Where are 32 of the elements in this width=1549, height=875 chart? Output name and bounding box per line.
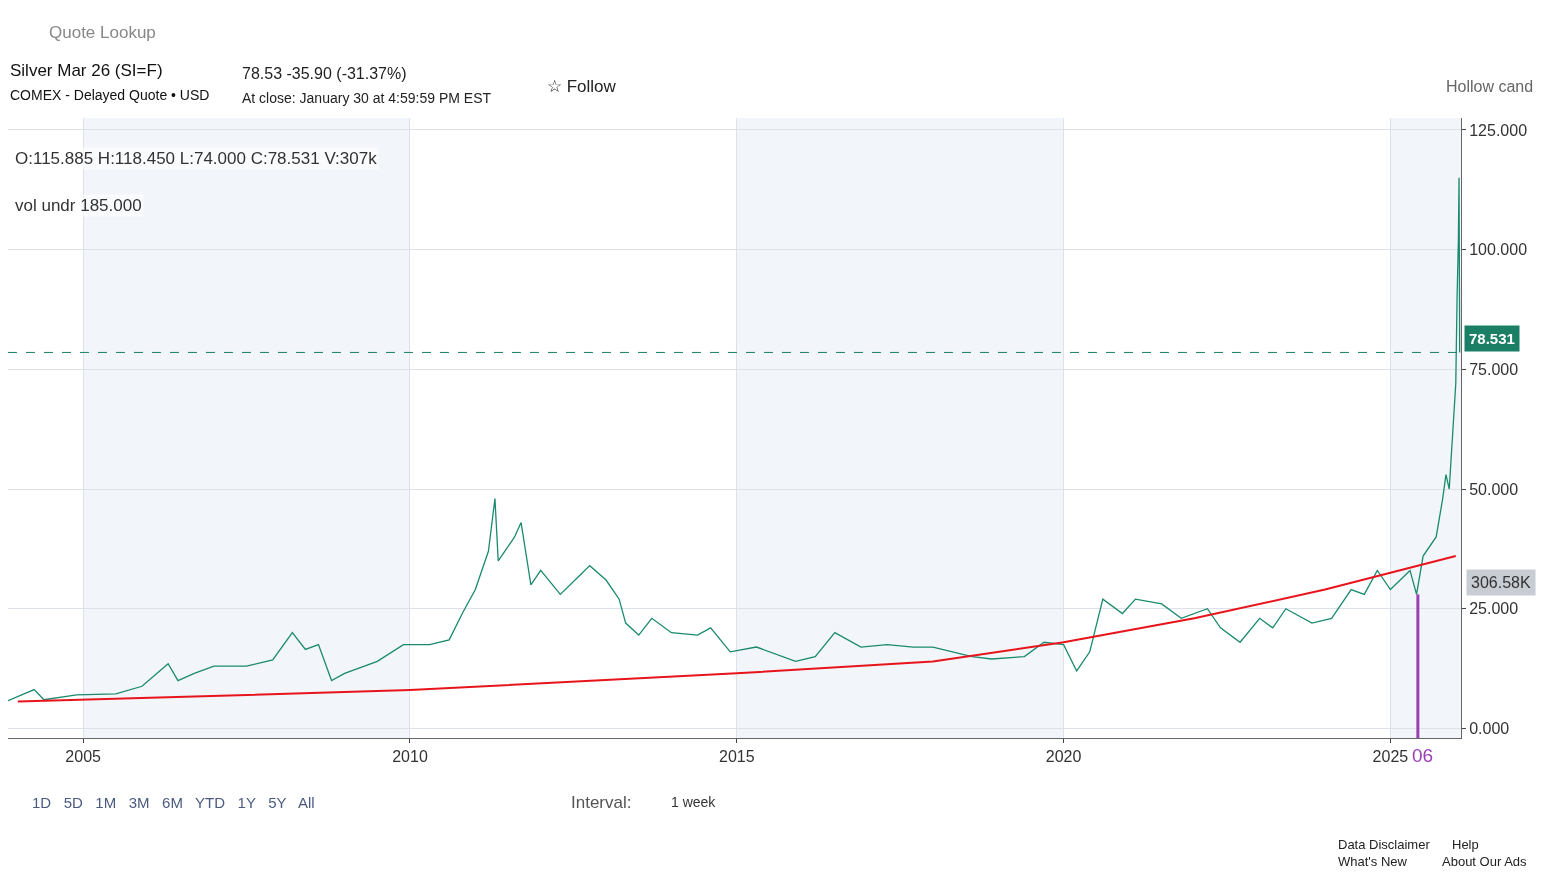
text: 306.58K <box>1471 574 1531 591</box>
text: What's New <box>1338 854 1408 869</box>
text: About Our Ads <box>1442 854 1528 869</box>
text: At close: January 30 at 4:59:59 PM EST <box>242 90 492 106</box>
y-tick-label: 75.000 <box>1469 360 1519 378</box>
text: Hollow cand <box>1446 78 1534 95</box>
y-tick-label: 50.000 <box>1469 480 1519 498</box>
text: 1 week <box>671 794 717 810</box>
x-tick-label: 2015 <box>718 748 755 766</box>
annotation: O:115.885 H:118.450 L:74.000 C:78.531 V:307k <box>15 149 378 168</box>
text: Help <box>1452 837 1479 852</box>
text: Data Disclaimer <box>1338 837 1431 852</box>
x-tick-label: 2020 <box>1045 748 1082 766</box>
chart-title: Silver Mar 26 (SI=F) <box>10 61 163 80</box>
x-tick-label: 2005 <box>65 748 102 766</box>
text: ☆ Follow <box>547 77 617 96</box>
text: 1D 5D 1M 3M 6M YTD 1Y 5Y All <box>32 794 315 811</box>
y-tick-label: 125.000 <box>1469 121 1528 139</box>
line-series <box>16 555 1457 703</box>
y-tick-label: 0.000 <box>1469 720 1510 738</box>
x-tick-label: 2025 <box>1372 748 1409 766</box>
text: 06 <box>1412 745 1434 766</box>
y-tick-label: 25.000 <box>1469 600 1519 618</box>
text: 78.53 -35.90 (-31.37%) <box>242 65 407 82</box>
ref-line-label: 78.531 <box>1469 330 1515 347</box>
chart-subtitle: COMEX - Delayed Quote • USD <box>10 87 210 103</box>
line-series <box>8 177 1461 702</box>
text: Interval: <box>571 793 632 812</box>
annotation: vol undr 185.000 <box>15 196 142 215</box>
x-tick-label: 2010 <box>392 748 428 766</box>
text: Quote Lookup <box>49 23 156 42</box>
y-tick-label: 100.000 <box>1469 241 1528 259</box>
